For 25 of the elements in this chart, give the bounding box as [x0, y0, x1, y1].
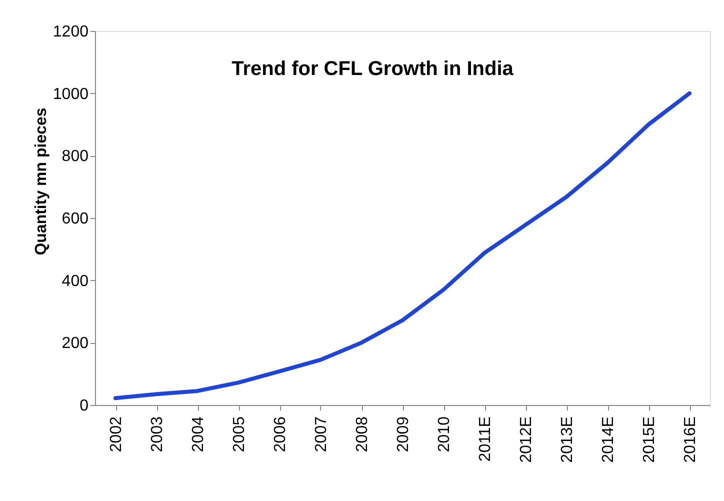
x-tick-label: 2013E: [559, 416, 576, 463]
x-tick-label: 2010: [436, 416, 453, 452]
x-tick-label: 2014E: [600, 416, 617, 463]
text: Trend for CFL Growth in India: [232, 58, 514, 80]
x-tick-label: 2016E: [682, 416, 699, 463]
x-tick-label: 2002: [108, 416, 125, 452]
x-tick-label: 2012E: [518, 416, 535, 463]
y-tick-label: 800: [62, 148, 89, 166]
y-tick-label: 600: [62, 210, 89, 228]
x-tick-label: 2011E: [477, 416, 494, 462]
x-tick-label: 2005: [231, 416, 248, 452]
line-series: [114, 91, 692, 400]
y-tick-label: 0: [80, 398, 89, 414]
y-tick-label: 400: [62, 272, 89, 290]
x-tick-label: 2007: [313, 416, 330, 452]
y-tick-label: 200: [62, 335, 89, 352]
x-tick-label: 2006: [272, 416, 289, 452]
x-tick-label: 2008: [354, 416, 371, 452]
y-tick-label: 1200: [52, 24, 89, 40]
y-axis-title: Quantity mn pieces: [32, 108, 50, 256]
x-tick-label: 2009: [395, 416, 412, 452]
x-tick-label: 2003: [149, 416, 166, 452]
y-tick-label: 1000: [52, 86, 89, 103]
x-tick-label: 2004: [190, 416, 207, 452]
x-tick-label: 2015E: [641, 416, 658, 463]
